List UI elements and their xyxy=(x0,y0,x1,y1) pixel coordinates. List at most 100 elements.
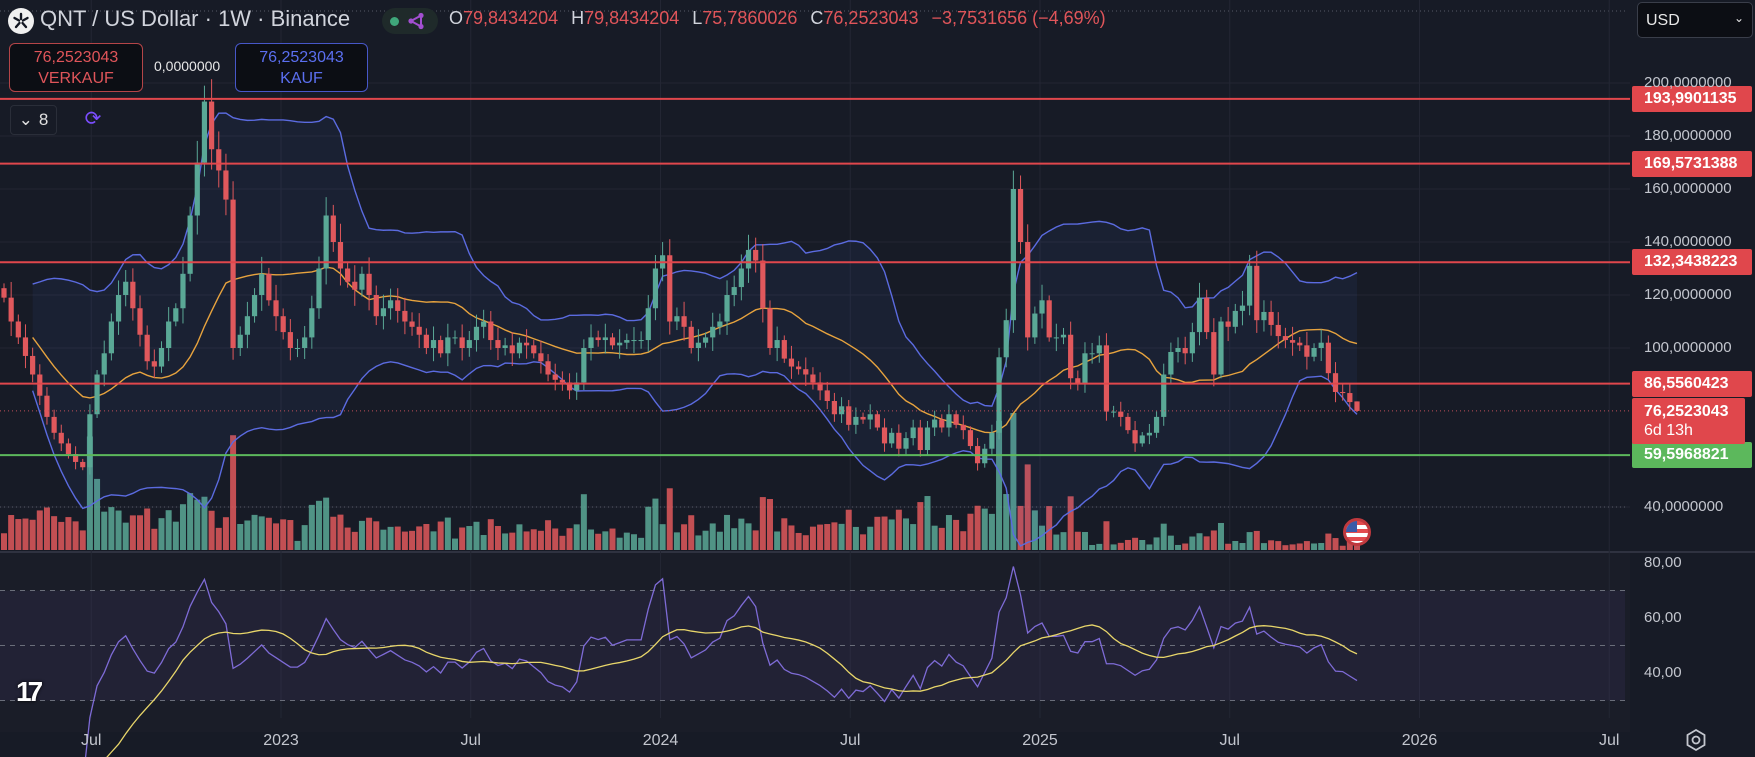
volume-bar xyxy=(258,516,265,550)
buy-button[interactable]: 76,2523043 KAUF xyxy=(235,43,368,92)
candle-body xyxy=(645,308,651,341)
candle-body xyxy=(710,326,716,338)
volume-bar xyxy=(867,526,874,550)
volume-bar xyxy=(716,531,723,550)
candle xyxy=(1289,326,1296,356)
volume-bar xyxy=(151,528,158,550)
volume-bar xyxy=(623,532,630,550)
candle xyxy=(1039,284,1045,329)
sell-price: 76,2523043 xyxy=(33,49,119,66)
candle xyxy=(1239,290,1246,326)
candle xyxy=(495,327,501,361)
candle-body xyxy=(681,316,687,327)
qnt-logo-icon xyxy=(8,8,34,34)
candle-body xyxy=(180,273,186,309)
candle-body xyxy=(989,432,995,449)
candle xyxy=(302,325,308,359)
currency-select[interactable]: USD ⌄ xyxy=(1637,2,1753,38)
settings-icon[interactable] xyxy=(1684,728,1708,752)
price-axis-tick: 100,0000000 xyxy=(1644,339,1732,356)
volume-bar xyxy=(1067,496,1074,550)
volume-bar xyxy=(945,515,952,550)
market-status-badge[interactable] xyxy=(382,8,438,34)
candle xyxy=(1003,308,1009,368)
candle xyxy=(523,329,530,359)
sync-icon[interactable]: ⟳ xyxy=(84,108,102,130)
volume-bar xyxy=(752,530,759,550)
volume-bar xyxy=(996,420,1003,550)
time-axis-tick: Jul xyxy=(840,732,861,749)
candle xyxy=(94,370,100,418)
candle-body xyxy=(810,374,816,383)
candle-body xyxy=(1311,348,1317,357)
candle-body xyxy=(903,438,909,449)
candle xyxy=(151,349,157,379)
volume-bar xyxy=(179,504,186,550)
candle xyxy=(1340,384,1346,401)
sell-button[interactable]: 76,2523043 VERKAUF xyxy=(9,43,143,92)
volume-bar xyxy=(602,531,609,550)
candle-body xyxy=(123,281,129,295)
candle xyxy=(745,234,752,283)
candle xyxy=(552,363,558,391)
candle xyxy=(724,280,730,335)
candle xyxy=(430,326,437,362)
candle xyxy=(259,256,265,311)
candle xyxy=(939,414,945,433)
volume-bar xyxy=(165,510,172,550)
volume-bar xyxy=(1339,545,1346,550)
candle-countdown: 6d 13h xyxy=(1644,421,1693,439)
change-value: −3,7531656 (−4,69%) xyxy=(931,8,1106,28)
candle xyxy=(87,404,93,475)
volume-bar xyxy=(1332,538,1339,550)
volume-bar xyxy=(1175,544,1182,550)
volume-bar xyxy=(774,531,781,550)
candle xyxy=(273,284,279,331)
volume-bar xyxy=(545,520,552,550)
close-label: C xyxy=(810,8,824,28)
candle-body xyxy=(1111,411,1117,413)
candle xyxy=(767,300,773,355)
candle xyxy=(1297,336,1303,352)
candle xyxy=(459,324,465,361)
candle xyxy=(702,332,709,348)
candle-body xyxy=(688,326,694,348)
candle xyxy=(838,397,845,424)
candle-body xyxy=(1010,189,1016,321)
candle-body xyxy=(37,374,43,396)
candle xyxy=(667,239,673,335)
candle-body xyxy=(323,215,329,269)
chevron-down-icon: ⌄ xyxy=(18,110,33,129)
candle xyxy=(1175,337,1181,363)
candle xyxy=(645,295,651,352)
candle-body xyxy=(731,287,737,295)
close-value: 76,2523043 xyxy=(823,8,919,28)
volume-bar xyxy=(22,518,29,550)
candle xyxy=(1225,306,1231,342)
candle-body xyxy=(402,310,408,322)
candle xyxy=(1196,282,1203,346)
bollinger-upper-line xyxy=(32,112,1358,407)
volume-bar xyxy=(122,522,129,550)
candle-body xyxy=(846,406,852,425)
volume-bar xyxy=(895,509,902,550)
symbol-title[interactable]: QNT / US Dollar · 1W · Binance xyxy=(40,6,351,31)
candle-body xyxy=(1340,391,1346,394)
candle-body xyxy=(881,427,888,444)
candle-body xyxy=(230,199,236,348)
indicators-collapse-button[interactable]: ⌄ 8 xyxy=(10,105,57,135)
volume-bar xyxy=(459,527,466,550)
volume-bar xyxy=(1346,540,1353,550)
volume-bar xyxy=(222,517,229,550)
candle-body xyxy=(266,273,272,301)
candle-body xyxy=(1247,265,1253,306)
candle xyxy=(323,197,329,285)
rsi-axis-tick: 40,00 xyxy=(1644,664,1682,681)
candle-body xyxy=(960,424,966,431)
candle-body xyxy=(373,295,379,317)
tradingview-logo-icon[interactable]: 17 xyxy=(16,676,43,707)
us-flag-events-icon[interactable] xyxy=(1343,518,1371,546)
candle-body xyxy=(1017,189,1024,242)
volume-bar xyxy=(315,500,322,550)
